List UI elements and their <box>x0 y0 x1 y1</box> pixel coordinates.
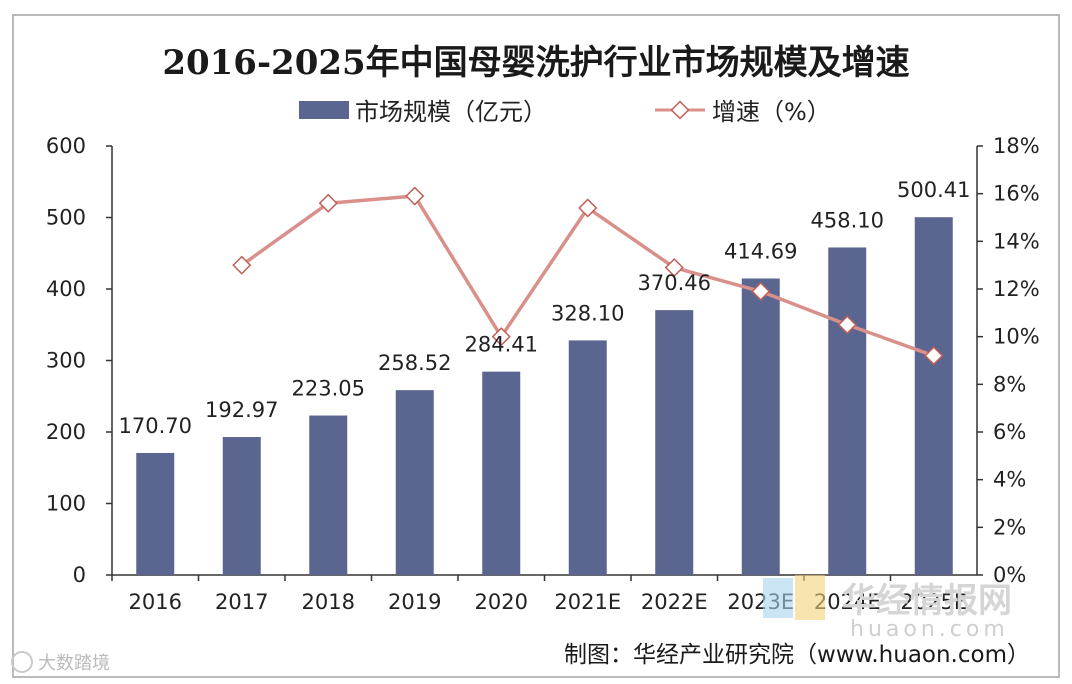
x-tick-label: 2020 <box>475 590 528 614</box>
bar <box>395 390 434 575</box>
bar <box>136 452 175 575</box>
bar-value-label: 328.10 <box>551 301 624 325</box>
bar-value-label: 370.46 <box>638 271 711 295</box>
y-right-tick-label: 10% <box>993 325 1040 349</box>
growth-marker <box>491 327 511 347</box>
y-right-tick-label: 12% <box>993 277 1040 301</box>
bar-series <box>136 217 953 575</box>
y-left-tick-label: 400 <box>46 277 86 301</box>
growth-marker <box>751 281 771 301</box>
bar <box>482 371 521 575</box>
growth-marker <box>318 193 338 213</box>
growth-marker <box>664 258 684 278</box>
bar-value-label: 458.10 <box>811 208 884 232</box>
y-right-tick-label: 4% <box>993 468 1026 492</box>
bar <box>914 217 953 575</box>
y-right-tick-label: 8% <box>993 372 1026 396</box>
y-left-tick-label: 600 <box>46 134 86 158</box>
y-right-tick-label: 14% <box>993 229 1040 253</box>
axes: 0 100 200 300 400 500 600 0% 2% 4% 6% 8% 10% 12% 14% 16… <box>46 134 1040 614</box>
growth-marker <box>578 198 598 218</box>
bar <box>655 310 694 575</box>
corner-watermark: 大数踏境 <box>11 651 110 674</box>
watermark: 华经情报网 huaon.com <box>763 575 1012 642</box>
bar <box>309 415 348 575</box>
chart-title: 2016-2025年中国母婴洗护行业市场规模及增速 <box>162 43 909 83</box>
watermark-url: huaon.com <box>850 617 1009 642</box>
y-left-tick-label: 100 <box>46 492 86 516</box>
y-left-tick-label: 500 <box>46 206 86 230</box>
chart-frame <box>12 14 1060 678</box>
growth-marker <box>405 186 425 206</box>
y-right-tick-label: 2% <box>993 515 1026 539</box>
y-right-tick-label: 18% <box>993 134 1040 158</box>
bar <box>222 437 261 575</box>
data-labels: 170.70 192.97 223.05 258.52 284.41 328.10 370.… <box>119 178 971 438</box>
bar-value-label: 170.70 <box>119 414 192 438</box>
bar-value-label: 284.41 <box>465 333 538 357</box>
x-tick-label: 2024E <box>814 590 881 614</box>
bar-value-label: 414.69 <box>724 239 797 263</box>
x-tick-label: 2018 <box>302 590 355 614</box>
watermark-text: 华经情报网 <box>842 581 1012 621</box>
legend: 市场规模（亿元） 增速（%） <box>299 98 831 126</box>
growth-marker <box>924 346 944 366</box>
y-right-tick-label: 6% <box>993 420 1026 444</box>
x-tick-label: 2016 <box>129 590 182 614</box>
growth-marker <box>232 255 252 275</box>
watermark-logo-yellow <box>795 575 825 620</box>
y-left-tick-label: 300 <box>46 349 86 373</box>
bar-value-label: 500.41 <box>897 178 970 202</box>
x-tick-label: 2025E <box>900 590 967 614</box>
x-tick-label: 2022E <box>641 590 708 614</box>
legend-line-marker <box>670 100 690 120</box>
bar-value-label: 258.52 <box>378 351 451 375</box>
x-tick-label: 2017 <box>215 590 268 614</box>
x-tick-label: 2021E <box>554 590 621 614</box>
y-left-tick-label: 200 <box>46 420 86 444</box>
corner-watermark-text: 大数踏境 <box>38 653 110 674</box>
x-tick-label: 2019 <box>388 590 441 614</box>
bar <box>568 340 607 575</box>
y-right-tick-label: 16% <box>993 182 1040 206</box>
legend-line-label: 增速（%） <box>712 98 831 126</box>
y-right-tick-label: 0% <box>993 563 1026 587</box>
bar <box>741 278 780 575</box>
y-left-tick-label: 0 <box>73 563 86 587</box>
weibo-icon <box>11 651 33 673</box>
bar-value-label: 223.05 <box>292 377 365 401</box>
legend-bar-swatch <box>299 101 349 119</box>
growth-marker <box>837 315 857 335</box>
source-note: 制图：华经产业研究院（www.huaon.com） <box>564 642 1030 668</box>
legend-bar-label: 市场规模（亿元） <box>355 98 547 126</box>
growth-line-series <box>232 186 944 366</box>
watermark-logo-blue <box>763 578 793 618</box>
bar <box>828 247 867 575</box>
bar-value-label: 192.97 <box>205 398 278 422</box>
